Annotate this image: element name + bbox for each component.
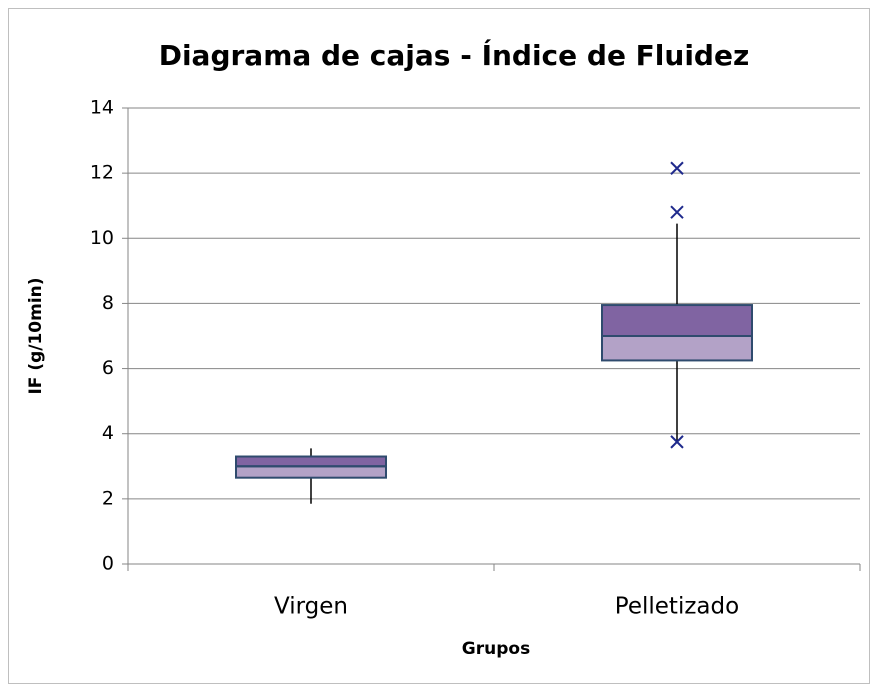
y-axis-label: IF (g/10min) xyxy=(26,277,46,394)
chart-title: Diagrama de cajas - Índice de Fluidez xyxy=(159,38,750,72)
y-tick-label: 2 xyxy=(102,487,114,509)
outlier xyxy=(670,161,684,175)
outlier xyxy=(670,205,684,219)
box-upper xyxy=(601,304,753,337)
y-tick-label: 0 xyxy=(102,553,114,575)
x-axis-label: Grupos xyxy=(462,639,530,659)
y-tick-label: 8 xyxy=(102,292,114,314)
x-tick-label: Pelletizado xyxy=(615,594,739,620)
x-tick-label: Virgen xyxy=(274,594,348,620)
y-tick-label: 10 xyxy=(90,227,114,249)
y-tick-label: 6 xyxy=(102,357,114,379)
box-lower xyxy=(235,465,387,479)
y-tick-label: 4 xyxy=(102,422,114,444)
outlier xyxy=(670,435,684,449)
box-lower xyxy=(601,335,753,362)
y-tick-label: 12 xyxy=(90,162,114,184)
y-tick-label: 14 xyxy=(90,97,114,119)
box-upper xyxy=(235,455,387,468)
